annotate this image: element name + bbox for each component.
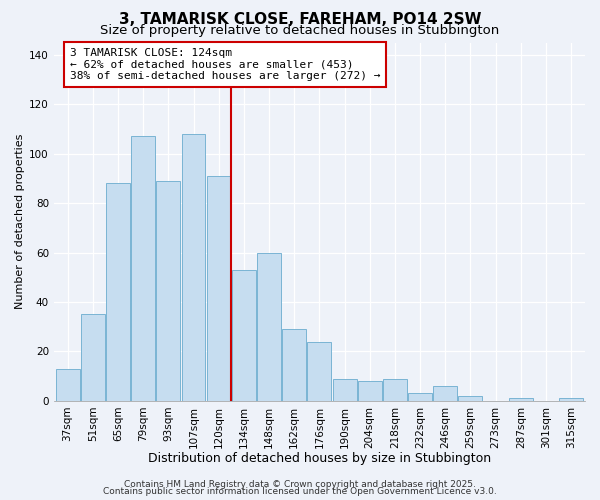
Bar bbox=[383, 378, 407, 401]
Bar bbox=[131, 136, 155, 401]
Bar bbox=[232, 270, 256, 401]
Bar bbox=[282, 329, 306, 401]
Bar bbox=[433, 386, 457, 401]
Text: Contains HM Land Registry data © Crown copyright and database right 2025.: Contains HM Land Registry data © Crown c… bbox=[124, 480, 476, 489]
Bar bbox=[559, 398, 583, 401]
Bar bbox=[408, 394, 432, 401]
Text: Size of property relative to detached houses in Stubbington: Size of property relative to detached ho… bbox=[100, 24, 500, 37]
Bar bbox=[509, 398, 533, 401]
X-axis label: Distribution of detached houses by size in Stubbington: Distribution of detached houses by size … bbox=[148, 452, 491, 465]
Bar bbox=[207, 176, 230, 401]
Text: 3 TAMARISK CLOSE: 124sqm
← 62% of detached houses are smaller (453)
38% of semi-: 3 TAMARISK CLOSE: 124sqm ← 62% of detach… bbox=[70, 48, 380, 81]
Bar bbox=[257, 252, 281, 401]
Bar bbox=[81, 314, 105, 401]
Bar bbox=[182, 134, 205, 401]
Bar bbox=[157, 181, 180, 401]
Y-axis label: Number of detached properties: Number of detached properties bbox=[15, 134, 25, 310]
Bar bbox=[56, 368, 80, 401]
Bar bbox=[358, 381, 382, 401]
Bar bbox=[106, 184, 130, 401]
Bar bbox=[307, 342, 331, 401]
Text: 3, TAMARISK CLOSE, FAREHAM, PO14 2SW: 3, TAMARISK CLOSE, FAREHAM, PO14 2SW bbox=[119, 12, 481, 28]
Text: Contains public sector information licensed under the Open Government Licence v3: Contains public sector information licen… bbox=[103, 487, 497, 496]
Bar bbox=[458, 396, 482, 401]
Bar bbox=[332, 378, 356, 401]
